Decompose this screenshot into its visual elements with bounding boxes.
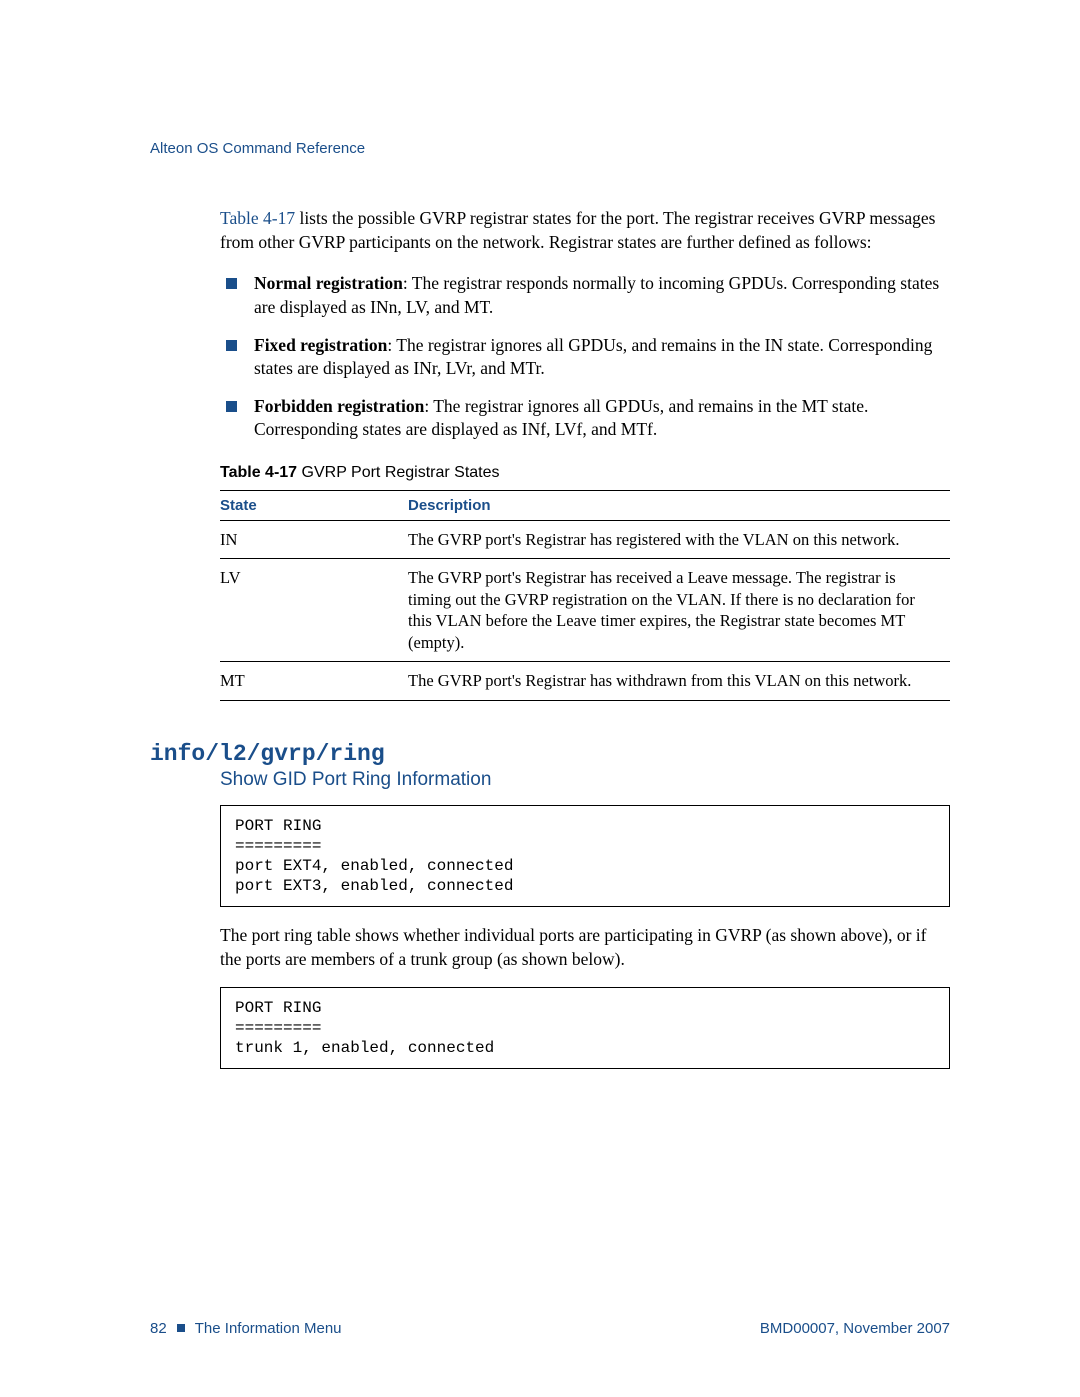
list-item-bold: Normal registration xyxy=(254,273,403,293)
intro-paragraph: Table 4-17 lists the possible GVRP regis… xyxy=(220,207,950,254)
section-paragraph: The port ring table shows whether indivi… xyxy=(220,924,950,971)
footer-square-icon xyxy=(177,1324,185,1332)
cell-description: The GVRP port's Registrar has received a… xyxy=(408,559,950,662)
table-header-row: State Description xyxy=(220,491,950,521)
list-item: Fixed registration: The registrar ignore… xyxy=(220,334,950,381)
col-header-state: State xyxy=(220,491,408,521)
table-caption-text: GVRP Port Registrar States xyxy=(297,464,499,481)
table-row: LV The GVRP port's Registrar has receive… xyxy=(220,559,950,662)
cell-state: LV xyxy=(220,559,408,662)
code-block-2: PORT RING ========= trunk 1, enabled, co… xyxy=(220,987,950,1069)
footer-left: 82 The Information Menu xyxy=(150,1320,342,1337)
col-header-description: Description xyxy=(408,491,950,521)
running-header: Alteon OS Command Reference xyxy=(150,140,950,157)
section-body: PORT RING ========= port EXT4, enabled, … xyxy=(220,805,950,1070)
cell-state: MT xyxy=(220,662,408,700)
list-item-bold: Forbidden registration xyxy=(254,396,424,416)
cell-description: The GVRP port's Registrar has registered… xyxy=(408,521,950,559)
table-row: MT The GVRP port's Registrar has withdra… xyxy=(220,662,950,700)
cell-description: The GVRP port's Registrar has withdrawn … xyxy=(408,662,950,700)
body-content: Table 4-17 lists the possible GVRP regis… xyxy=(220,207,950,701)
cell-state: IN xyxy=(220,521,408,559)
registrar-states-table: State Description IN The GVRP port's Reg… xyxy=(220,490,950,701)
registration-list: Normal registration: The registrar respo… xyxy=(220,272,950,442)
footer-right: BMD00007, November 2007 xyxy=(760,1320,950,1337)
table-row: IN The GVRP port's Registrar has registe… xyxy=(220,521,950,559)
list-item: Forbidden registration: The registrar ig… xyxy=(220,395,950,442)
chapter-name: The Information Menu xyxy=(195,1320,342,1337)
code-block-1: PORT RING ========= port EXT4, enabled, … xyxy=(220,805,950,907)
page: Alteon OS Command Reference Table 4-17 l… xyxy=(0,0,1080,1397)
table-caption-bold: Table 4-17 xyxy=(220,464,297,481)
page-footer: 82 The Information Menu BMD00007, Novemb… xyxy=(150,1320,950,1337)
command-subtitle: Show GID Port Ring Information xyxy=(220,769,950,791)
intro-text: lists the possible GVRP registrar states… xyxy=(220,208,935,252)
table-caption: Table 4-17 GVRP Port Registrar States xyxy=(220,464,950,482)
table-ref-link[interactable]: Table 4-17 xyxy=(220,208,295,228)
list-item-bold: Fixed registration xyxy=(254,335,387,355)
list-item: Normal registration: The registrar respo… xyxy=(220,272,950,319)
page-number: 82 xyxy=(150,1320,167,1337)
command-heading: info/l2/gvrp/ring xyxy=(150,741,950,767)
